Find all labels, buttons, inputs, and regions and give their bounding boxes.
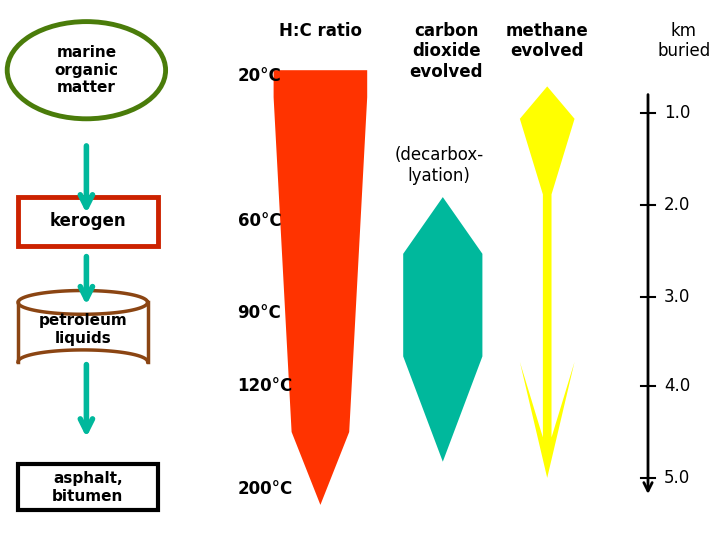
- Polygon shape: [520, 86, 575, 478]
- Text: 1.0: 1.0: [664, 104, 690, 123]
- Text: 20°C: 20°C: [238, 66, 282, 85]
- Text: 120°C: 120°C: [238, 377, 293, 395]
- Text: km
buried: km buried: [657, 22, 711, 60]
- Text: methane
evolved: methane evolved: [506, 22, 588, 60]
- Text: petroleum
liquids: petroleum liquids: [38, 313, 127, 346]
- Text: 2.0: 2.0: [664, 196, 690, 214]
- Text: 200°C: 200°C: [238, 480, 293, 498]
- Text: 5.0: 5.0: [664, 469, 690, 487]
- Text: (decarbox-
lyation): (decarbox- lyation): [395, 146, 484, 185]
- Text: 4.0: 4.0: [664, 377, 690, 395]
- Text: 60°C: 60°C: [238, 212, 282, 231]
- Polygon shape: [274, 70, 367, 505]
- Text: H:C ratio: H:C ratio: [279, 22, 362, 39]
- Text: asphalt,
bitumen: asphalt, bitumen: [52, 471, 124, 504]
- Text: 90°C: 90°C: [238, 304, 282, 322]
- Ellipse shape: [7, 22, 166, 119]
- Text: marine
organic
matter: marine organic matter: [55, 45, 118, 95]
- Bar: [18, 197, 158, 246]
- Bar: [18, 464, 158, 510]
- Text: kerogen: kerogen: [50, 212, 126, 231]
- Polygon shape: [403, 197, 482, 462]
- Text: carbon
dioxide
evolved: carbon dioxide evolved: [410, 22, 483, 81]
- Text: 3.0: 3.0: [664, 288, 690, 306]
